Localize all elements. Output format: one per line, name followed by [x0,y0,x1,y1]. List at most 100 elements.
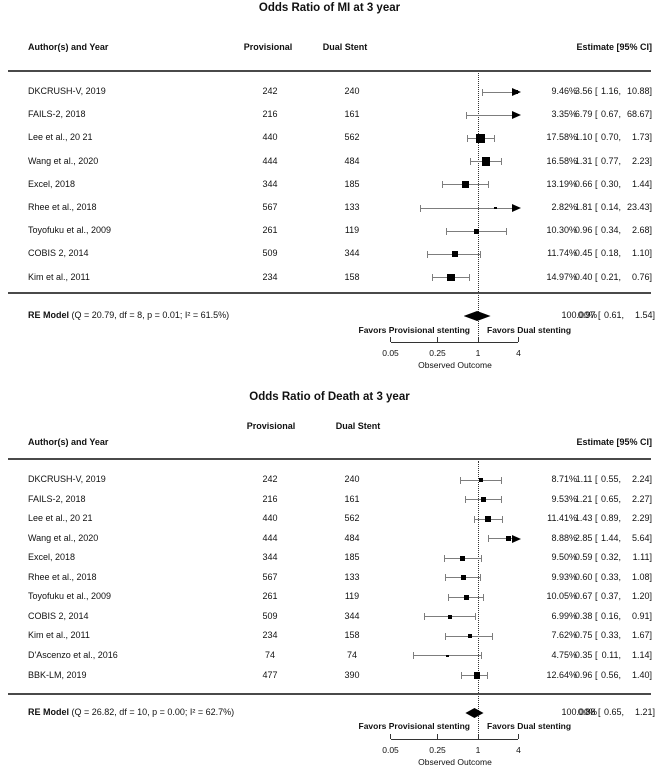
estimate-value-part: ] [649,178,652,189]
study-label: Excel, 2018 [28,552,76,563]
summary-estimate-value-part: , [621,310,627,320]
ci-cap-right [480,554,482,562]
weight-value: 2.82% [551,202,577,212]
dual-stent-n: 240 [344,86,360,96]
estimate-value-part: 0.65 [600,493,619,504]
estimate-value-part: 0.56 [600,669,619,680]
estimate-value-part: 0.45 [574,248,593,259]
estimate-value: 0.60 [0.33, 1.08] [572,572,652,583]
ci-cap-left [460,476,462,484]
weight-value: 14.97% [546,271,577,282]
dual-stent-n: 185 [344,552,360,563]
weight-value: 4.75% [551,649,577,660]
estimate-value-part: , [618,202,624,212]
weight-value: 3.35% [551,109,577,120]
estimate-value-part: 0.33 [600,630,619,641]
estimate-value-part: [ [592,649,598,660]
estimate-value-part: ] [649,493,652,504]
estimate-value-part: ] [649,649,652,660]
axis-tick [517,337,519,342]
provisional-n: 234 [262,271,278,282]
estimate-value: 1.81 [0.14, 23.43] [572,202,652,213]
death-favors-left-label: Favors Provisional stenting [358,721,470,731]
axis-tick-label: 1 [475,745,481,755]
study-label: COBIS 2, 2014 [28,610,89,621]
axis-tick [390,337,392,342]
dual-stent-n: 344 [344,610,360,621]
estimate-value-part: , [618,610,624,621]
weight-value: 9.93% [551,571,577,582]
study-label: Wang et al., 2020 [28,532,99,543]
dual-stent-n: 119 [344,591,360,602]
estimate-value-part: 1.40 [631,669,650,680]
estimate-value-part: 1.11 [632,552,650,563]
estimate-value-part: ] [649,248,652,259]
estimate-value-part: 0.89 [600,513,619,524]
ci-cap-left [467,134,469,142]
estimate-value-part: 0.77 [600,155,619,166]
estimate-value-part: [ [592,109,598,120]
summary-estimate-value-part: 1.21 [634,707,653,717]
study-label: Lee et al., 20 21 [28,132,93,143]
summary-estimate-value-part: 0.88 [577,707,596,717]
death-re-model-text: RE Model (Q = 26.82, df = 10, p = 0.00; … [28,707,234,718]
study-label: Toyofuku et al., 2009 [28,225,112,236]
estimate-value-part: 0.16 [600,610,619,621]
study-label: Kim et al., 2011 [28,271,90,282]
estimate-value-part: [ [592,202,598,212]
ci-cap-right [481,652,483,660]
point-estimate-square [463,594,469,600]
ci-cap-right [488,181,490,189]
estimate-value-part: 1.73 [631,132,650,143]
estimate-value-part: , [618,132,624,143]
summary-diamond [463,311,491,321]
estimate-value-part: 0.66 [574,178,593,189]
mi-re-model-text: RE Model (Q = 20.79, df = 8, p = 0.01; I… [28,310,229,321]
estimate-value-part: 2.23 [631,155,650,166]
mi-axis-label: Observed Outcome [418,360,492,370]
ci-cap-right [493,134,495,142]
provisional-n: 567 [262,202,278,212]
weight-value: 7.62% [551,630,577,641]
estimate-value: 1.10 [0.70, 1.73] [572,132,652,143]
estimate-value-part: 0.67 [574,591,593,602]
estimate-value-part: ] [649,86,652,96]
mi-col-estimate: Estimate [95% CI] [576,42,652,52]
provisional-n: 567 [262,571,278,582]
estimate-value-part: 23.43 [626,202,650,212]
estimate-value-part: ] [649,155,652,166]
estimate-value-part: , [618,649,624,660]
death-null-effect-line [478,461,479,739]
death-header-rule [8,458,651,460]
weight-value: 9.46% [551,86,577,96]
provisional-n: 216 [262,109,278,120]
estimate-value-part: ] [649,202,652,212]
point-estimate-square [506,536,511,541]
estimate-value-part: [ [592,155,598,166]
estimate-value-part: 1.43 [574,513,593,524]
estimate-value-part: 0.37 [600,591,619,602]
estimate-value-part: [ [592,86,598,96]
provisional-n: 234 [262,630,278,641]
ci-arrowhead [512,534,521,543]
estimate-value: 1.11 [0.55, 2.24] [572,474,652,485]
dual-stent-n: 158 [344,271,360,282]
estimate-value-part: 1.31 [574,155,593,166]
estimate-value: 0.40 [0.21, 0.76] [572,272,652,283]
ci-cap-left [464,496,466,504]
estimate-value-part: 0.14 [600,202,619,212]
estimate-value-part: 0.96 [574,225,593,236]
estimate-value-part: 3.56 [574,86,593,96]
ci-arrowhead [512,204,521,212]
estimate-value: 6.79 [0.67, 68.67] [572,109,652,120]
estimate-value-part: 0.35 [574,649,593,660]
estimate-value-part: [ [592,271,598,282]
axis-tick [390,734,392,739]
dual-stent-n: 484 [344,532,360,543]
dual-stent-n: 484 [344,155,360,166]
estimate-value-part: 0.30 [600,178,619,189]
estimate-value-part: , [618,474,624,484]
estimate-value-part: ] [649,109,652,120]
point-estimate-square [460,575,466,581]
death-col-estimate: Estimate [95% CI] [576,437,652,447]
